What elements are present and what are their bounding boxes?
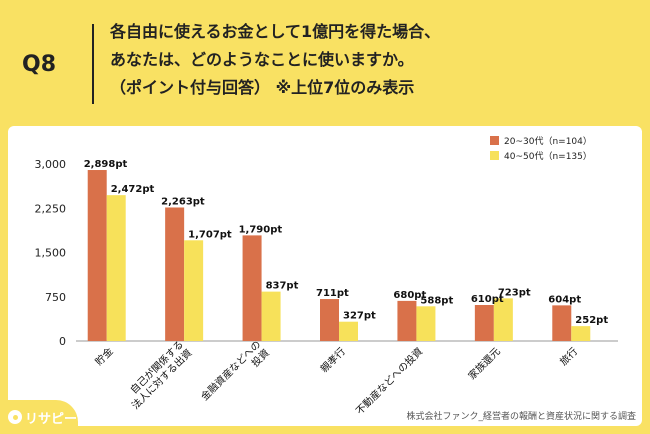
bar <box>493 298 513 341</box>
question-divider <box>92 24 94 104</box>
bar <box>339 321 358 341</box>
data-label: 2,898pt <box>84 159 128 170</box>
y-tick-label: 1,500 <box>35 247 67 260</box>
legend-item: 40~50代（n=135） <box>490 149 592 162</box>
chart-card: 0 750 1,500 2,250 3,000 2,898pt 2,472pt 貯金 2,263… <box>8 126 642 426</box>
data-label: 1,790pt <box>239 224 283 235</box>
bar <box>397 300 417 341</box>
data-label: 711pt <box>316 288 349 299</box>
data-label: 1,707pt <box>188 229 232 240</box>
legend-label: 20~30代（n=104） <box>504 137 592 147</box>
legend-swatch-1 <box>490 151 499 160</box>
data-label: 604pt <box>548 294 581 305</box>
source-note: 株式会社ファンク_経営者の報酬と資産状況に関する調査 <box>406 412 636 422</box>
bar <box>87 170 107 341</box>
data-label: 252pt <box>575 315 608 326</box>
bar <box>242 235 262 341</box>
question-line: あなたは、どのようなことに使いますか。 <box>110 50 414 69</box>
x-tick-label: 親孝行 <box>318 345 348 375</box>
y-tick-label: 2,250 <box>35 202 67 215</box>
bar <box>571 326 591 341</box>
legend-item: 20~30代（n=104） <box>490 134 592 147</box>
legend-label: 40~50代（n=135） <box>504 152 592 162</box>
question-text: 各自由に使えるお金として1億円を得た場合、 あなたは、どのようなことに使いますか… <box>110 18 440 102</box>
legend: 20~30代（n=104） 40~50代（n=135） <box>490 134 592 164</box>
data-label: 327pt <box>343 311 376 322</box>
bar <box>106 195 126 341</box>
x-tick-label: 家族還元 <box>465 345 502 382</box>
y-tick-label: 750 <box>45 291 66 304</box>
data-label: 610pt <box>471 294 504 305</box>
bar <box>474 305 494 341</box>
data-label: 2,263pt <box>161 196 205 207</box>
data-label: 588pt <box>420 295 453 306</box>
legend-swatch-0 <box>490 136 499 145</box>
brand-name: リサピー <box>25 411 78 427</box>
data-label: 837pt <box>266 281 299 292</box>
data-label: 680pt <box>393 290 426 301</box>
x-tick-label: 貯金 <box>92 345 115 368</box>
x-tick-label: 不動産などへの投資 <box>353 345 425 417</box>
bar <box>184 240 204 341</box>
x-tick-label: 旅行 <box>557 345 580 368</box>
x-tick-label: 金融資産などへの投資 <box>198 338 272 412</box>
bar <box>261 291 281 341</box>
pin-icon <box>8 410 22 424</box>
data-label: 723pt <box>498 287 531 298</box>
y-tick-label: 3,000 <box>35 158 67 171</box>
bar <box>416 306 436 341</box>
bar-chart: 0 750 1,500 2,250 3,000 2,898pt 2,472pt 貯金 2,263… <box>35 158 618 417</box>
bar <box>165 207 185 341</box>
brand-logo: リサピー <box>0 400 78 434</box>
question-line: 各自由に使えるお金として1億円を得た場合、 <box>110 22 441 41</box>
bar <box>552 305 572 341</box>
question-number: Q8 <box>22 52 57 77</box>
data-label: 2,472pt <box>111 184 155 195</box>
y-tick-label: 0 <box>59 335 66 348</box>
question-line: （ポイント付与回答） ※上位7位のみ表示 <box>110 78 415 97</box>
bar <box>320 299 339 341</box>
x-tick-label: 自己が関係する法人に対する出資 <box>120 338 194 412</box>
